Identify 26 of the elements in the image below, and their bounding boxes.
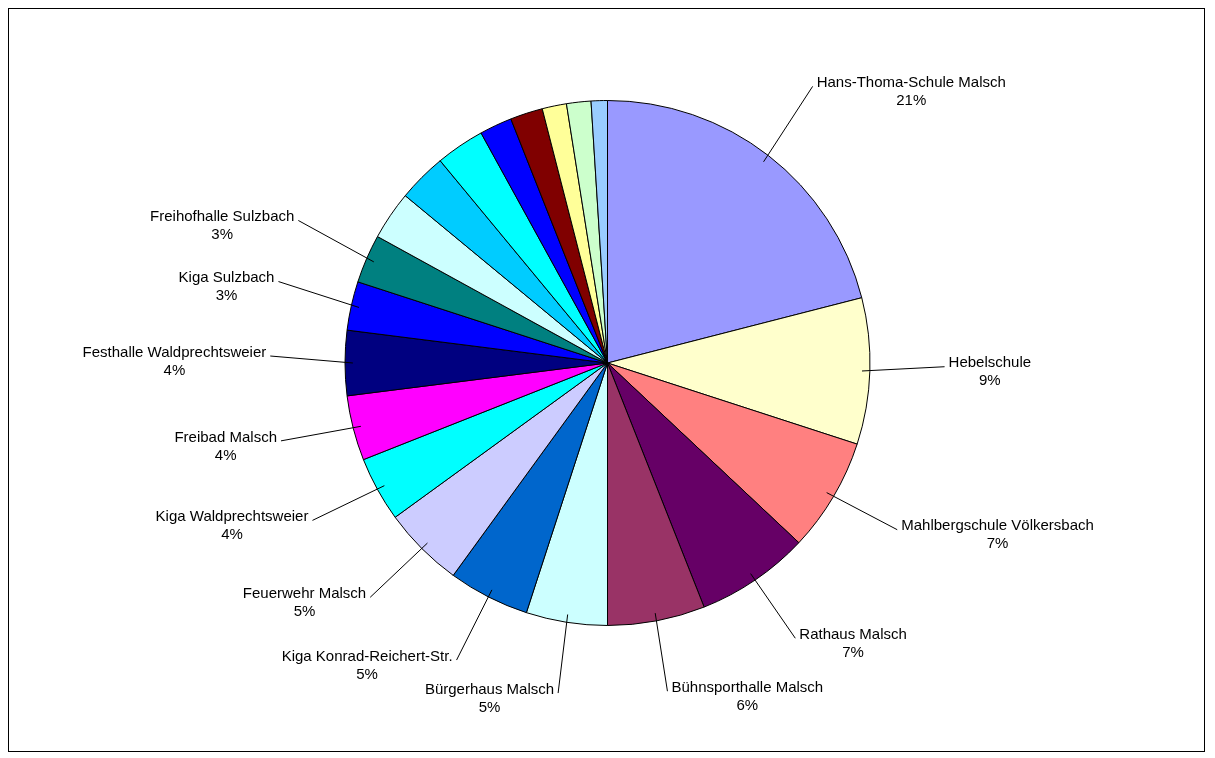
slice-label: Kiga Konrad-Reichert-Str.: [281, 646, 453, 664]
data-label: 5%: [293, 601, 316, 619]
slice-label: Rathaus Malsch: [799, 624, 907, 642]
data-label: 7%: [986, 534, 1009, 552]
data-label: 4%: [221, 525, 243, 543]
data-label: 9%: [979, 371, 1001, 389]
slice-label: Kiga Waldprechtsweier: [155, 507, 309, 525]
data-label: 21%: [896, 91, 927, 108]
data-label: 7%: [842, 642, 864, 660]
slice-label: Hans-Thoma-Schule Malsch: [816, 73, 1006, 90]
data-label: 3%: [211, 225, 234, 243]
data-label: 5%: [356, 664, 378, 682]
slice-label: Mahlbergschule Völkersbach: [901, 516, 1094, 534]
slice-label: Kiga Sulzbach: [178, 268, 275, 286]
slice-label: Bürgerhaus Malsch: [424, 679, 555, 697]
slice-label: Hebelschule: [948, 353, 1032, 371]
slice-label: Festhalle Waldprechtsweier: [82, 342, 267, 360]
data-label: 4%: [214, 445, 237, 463]
data-label: 6%: [736, 695, 759, 713]
slice-label: Feuerwehr Malsch: [242, 583, 367, 601]
slice-label: Freihofhalle Sulzbach: [150, 207, 295, 225]
slice-label: Freibad Malsch: [174, 427, 277, 445]
data-label: 3%: [215, 286, 238, 304]
slice-label: Bühnsporthalle Malsch: [671, 677, 824, 695]
data-label: 4%: [163, 360, 186, 378]
data-label: 5%: [478, 697, 501, 715]
